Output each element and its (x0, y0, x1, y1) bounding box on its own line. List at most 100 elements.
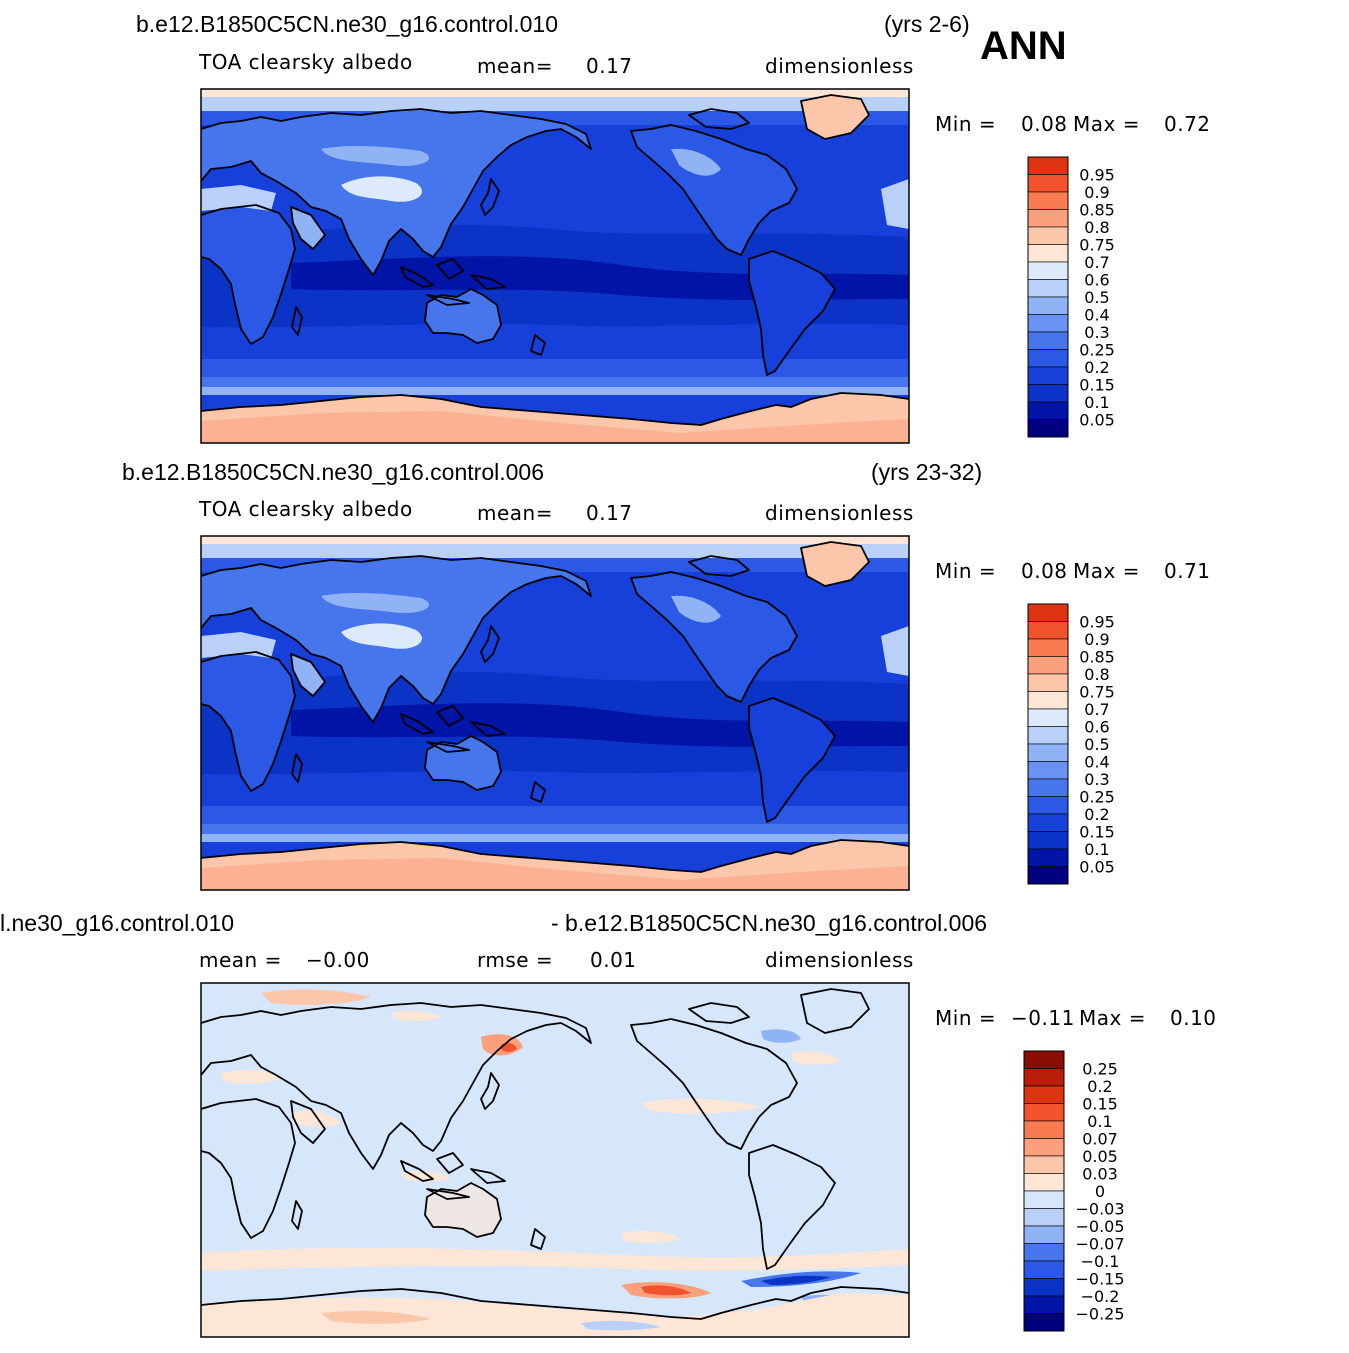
panel2-min-value: 0.08 (1021, 559, 1068, 583)
panel3-colorbar-tick-label: −0.15 (1075, 1270, 1124, 1289)
panel2-mean-label: mean= (477, 501, 553, 525)
panel3-colorbar-tick-label: 0.07 (1082, 1130, 1118, 1149)
panel2-colorbar-tick-label: 0.95 (1079, 613, 1115, 632)
panel3-colorbar-swatch (1023, 1208, 1065, 1227)
panel2-years: (yrs 23-32) (871, 459, 983, 485)
panel3-colorbar-swatch (1023, 1138, 1065, 1157)
panel1-colorbar-swatch (1027, 419, 1069, 438)
panel2-colorbar-swatch (1027, 726, 1069, 745)
panel1-case-title: b.e12.B1850C5CN.ne30_g16.control.010 (136, 11, 558, 37)
panel3-colorbar-swatch (1023, 1173, 1065, 1192)
panel3-colorbar-swatch (1023, 1103, 1065, 1122)
panel3-units: dimensionless (765, 948, 914, 972)
panel1-colorbar-swatch (1027, 209, 1069, 228)
panel2-colorbar-swatch (1027, 673, 1069, 692)
panel3-colorbar-tick-label: 0.15 (1082, 1095, 1118, 1114)
panel1-colorbar-tick-label: 0.25 (1079, 341, 1115, 360)
panel3-colorbar-tick-label: 0.25 (1082, 1060, 1118, 1079)
panel2-colorbar-swatch (1027, 638, 1069, 657)
panel3-colorbar-swatch (1023, 1278, 1065, 1297)
panel2-colorbar-swatch (1027, 621, 1069, 640)
panel2-colorbar-tick-label: 0.15 (1079, 823, 1115, 842)
panel3-min-value: −0.11 (1011, 1006, 1075, 1030)
panel3-case-subtracted: - b.e12.B1850C5CN.ne30_g16.control.006 (551, 910, 988, 936)
panel2-colorbar-tick-label: 0.7 (1084, 700, 1109, 719)
panel2-colorbar-tick-label: 0.05 (1079, 858, 1115, 877)
panel2-colorbar-tick-label: 0.4 (1084, 753, 1109, 772)
panel2-colorbar-tick-label: 0.8 (1084, 665, 1109, 684)
panel1-colorbar-tick-label: 0.3 (1084, 323, 1109, 342)
panel1-colorbar-frame (1027, 156, 1069, 438)
panel2-colorbar-tick-label: 0.85 (1079, 648, 1115, 667)
panel3-colorbar-tick-label: −0.1 (1081, 1252, 1120, 1271)
panel3-colorbar-swatch (1023, 1050, 1065, 1069)
panel1-mean-label: mean= (477, 54, 553, 78)
panel1-colorbar-tick-label: 0.15 (1079, 376, 1115, 395)
panel3-colorbar-swatch (1023, 1068, 1065, 1087)
panel3-max-value: 0.10 (1170, 1006, 1217, 1030)
panel2-colorbar-tick-label: 0.5 (1084, 735, 1109, 754)
panel1-max-value: 0.72 (1164, 112, 1211, 136)
panel3-colorbar-tick-label: 0.2 (1087, 1077, 1112, 1096)
panel1-colorbar-swatch (1027, 279, 1069, 298)
panel1-colorbar-swatch (1027, 349, 1069, 368)
panel1-map (200, 88, 910, 444)
panel1-colorbar-tick-label: 0.8 (1084, 218, 1109, 237)
panel3-colorbar-tick-label: −0.03 (1075, 1200, 1124, 1219)
panel1-colorbar: 0.950.90.850.80.750.70.60.50.40.30.250.2… (1027, 156, 1115, 438)
panel3-colorbar-swatch (1023, 1243, 1065, 1262)
panel3-colorbar-swatch (1023, 1260, 1065, 1279)
panel1-colorbar-swatch (1027, 226, 1069, 245)
panel3-colorbar: 0.250.20.150.10.070.050.030−0.03−0.05−0.… (1023, 1050, 1125, 1332)
panel3-colorbar-swatch (1023, 1085, 1065, 1104)
panel3-colorbar-tick-label: 0 (1095, 1182, 1105, 1201)
panel2-colorbar-swatch (1027, 603, 1069, 622)
panel2-colorbar-tick-label: 0.75 (1079, 683, 1115, 702)
panel1-colorbar-swatch (1027, 384, 1069, 403)
panel3-colorbar-swatch (1023, 1313, 1065, 1332)
panel2-colorbar-swatch (1027, 743, 1069, 762)
panel3-colorbar-tick-label: −0.2 (1081, 1287, 1120, 1306)
panel1-colorbar-tick-label: 0.95 (1079, 166, 1115, 185)
panel1-colorbar-swatch (1027, 191, 1069, 210)
panel2-colorbar-swatch (1027, 796, 1069, 815)
panel1-mean-value: 0.17 (586, 54, 633, 78)
panel1-colorbar-swatch (1027, 366, 1069, 385)
panel2-colorbar-swatch (1027, 691, 1069, 710)
panel2-colorbar: 0.950.90.850.80.750.70.60.50.40.30.250.2… (1027, 603, 1115, 885)
panel3-case-title: l.ne30_g16.control.010 (0, 910, 235, 936)
panel1-units: dimensionless (765, 54, 914, 78)
season-label: ANN (980, 24, 1067, 68)
panel3-mean-value: −0.00 (306, 948, 370, 972)
panel1-colorbar-tick-label: 0.9 (1084, 183, 1109, 202)
panel1-colorbar-swatch (1027, 296, 1069, 315)
panel2-max-label: Max = (1073, 559, 1140, 583)
panel2-case-title: b.e12.B1850C5CN.ne30_g16.control.006 (122, 459, 544, 485)
panel2-max-value: 0.71 (1164, 559, 1211, 583)
panel2-colorbar-tick-label: 0.6 (1084, 718, 1109, 737)
panel2-min-label: Min = (935, 559, 997, 583)
panel1-colorbar-tick-label: 0.2 (1084, 358, 1109, 377)
panel1-colorbar-tick-label: 0.85 (1079, 201, 1115, 220)
panel3-colorbar-swatch (1023, 1120, 1065, 1139)
panel3-colorbar-swatch (1023, 1295, 1065, 1314)
panel3-colorbar-swatch (1023, 1155, 1065, 1174)
panel3-map (200, 982, 910, 1338)
panel1-colorbar-swatch (1027, 174, 1069, 193)
panel2-colorbar-swatch (1027, 866, 1069, 885)
panel2-colorbar-tick-label: 0.3 (1084, 770, 1109, 789)
panel3-colorbar-tick-label: −0.07 (1075, 1235, 1124, 1254)
panel3-rmse-label: rmse = (477, 948, 554, 972)
panel3-colorbar-swatch (1023, 1190, 1065, 1209)
panel3-colorbar-swatch (1023, 1225, 1065, 1244)
panel1-colorbar-swatch (1027, 261, 1069, 280)
panel1-colorbar-swatch (1027, 331, 1069, 350)
panel1-colorbar-tick-label: 0.5 (1084, 288, 1109, 307)
panel1-colorbar-swatch (1027, 401, 1069, 420)
panel2-colorbar-tick-label: 0.25 (1079, 788, 1115, 807)
panel2-colorbar-swatch (1027, 708, 1069, 727)
panel1-variable: TOA clearsky albedo (199, 50, 413, 74)
panel1-colorbar-swatch (1027, 314, 1069, 333)
panel2-colorbar-swatch (1027, 848, 1069, 867)
